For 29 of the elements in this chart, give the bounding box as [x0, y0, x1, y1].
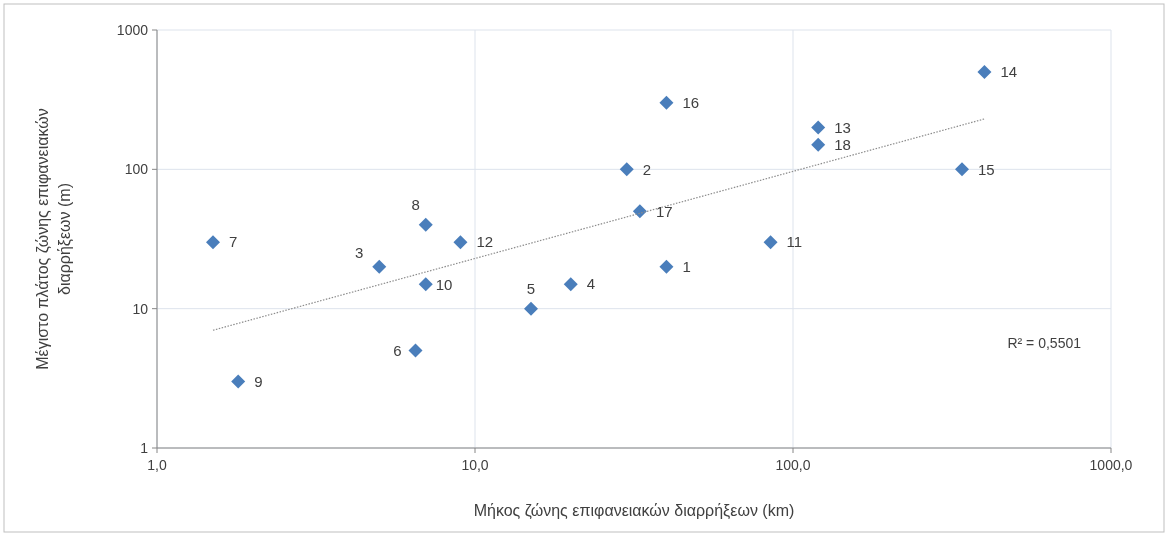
x-axis-title: Μήκος ζώνης επιφανειακών διαρρήξεων (km)	[473, 502, 795, 520]
x-tick-label: 1000,0	[1089, 457, 1133, 473]
annotation: 15	[978, 160, 995, 178]
annotation: 5	[526, 279, 536, 297]
annotation: 17	[655, 202, 673, 220]
y-tick-label: 10	[132, 300, 149, 317]
annotation: 4	[586, 275, 596, 293]
annotation: 12	[476, 233, 494, 251]
annotation: 3	[354, 243, 364, 261]
annotation: 14	[1000, 63, 1018, 81]
annotation: 6	[393, 341, 402, 359]
x-tick-label: 1,0	[147, 457, 167, 473]
annotation: 10	[435, 276, 453, 294]
annotation: 7	[229, 233, 238, 251]
annotation: 9	[254, 372, 263, 390]
y-tick-label: 1000	[116, 21, 149, 38]
annotation: 11	[786, 233, 803, 251]
y-tick-label: 1	[140, 439, 149, 456]
x-tick-label: 100,0	[775, 457, 811, 473]
annotation: 16	[682, 94, 700, 112]
y-tick-label: 100	[124, 161, 149, 178]
annotation: 2	[642, 160, 652, 178]
y-axis-title: Μέγιστο πλάτος ζώνης επιφανειακών διαρρήξεων (m)	[34, 108, 74, 370]
annotation: R² = 0,5501	[1007, 335, 1082, 351]
annotation: 8	[411, 196, 420, 214]
x-tick-label: 10,0	[461, 457, 489, 473]
annotation: 18	[834, 136, 851, 154]
annotation: 13	[834, 118, 851, 136]
annotation: 1	[682, 257, 691, 275]
